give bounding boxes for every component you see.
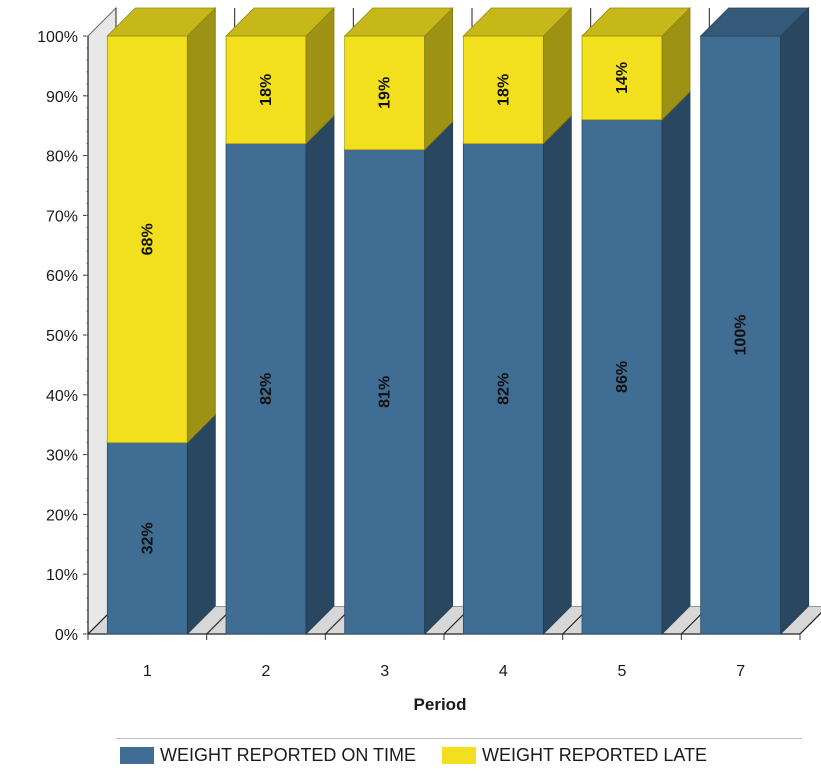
bar-on-time-side — [424, 120, 454, 635]
data-label: 100% — [733, 315, 750, 356]
chart-plot: 0% 10% 20% 30% 40% 50% 60% 70% 80% 90% 100% 32% 68% 1… — [37, 6, 821, 714]
bar-late-front — [225, 35, 307, 145]
y-tick-label: 20% — [46, 507, 78, 524]
chart-legend: WEIGHT REPORTED ON TIME WEIGHT REPORTED … — [116, 738, 802, 772]
legend-swatch-late — [442, 747, 477, 764]
x-tick-label: 4 — [499, 663, 508, 680]
y-tick-label: 100% — [37, 29, 78, 46]
data-label: 81% — [377, 376, 394, 408]
data-label: 14% — [614, 62, 631, 94]
bar-on-time-front — [106, 442, 188, 635]
bar-late-top — [462, 7, 573, 37]
legend-label-on-time: WEIGHT REPORTED ON TIME — [160, 745, 417, 765]
x-tick-label: 3 — [380, 663, 389, 680]
x-tick-label: 2 — [262, 663, 271, 680]
legend-swatch-on-time — [120, 747, 154, 764]
bar-on-time-front — [581, 119, 663, 635]
bar-late-top — [106, 7, 217, 37]
data-label: 82% — [495, 373, 512, 405]
y-tick-label: 50% — [46, 328, 78, 345]
y-tick-label: 90% — [46, 89, 78, 106]
legend-item-late: WEIGHT REPORTED LATE — [442, 745, 707, 766]
bar-late-front — [344, 35, 426, 151]
bar-late-top — [581, 7, 691, 37]
data-label: 82% — [258, 373, 275, 405]
data-label: 86% — [614, 361, 631, 393]
bar-on-time-top — [699, 7, 810, 37]
bar-on-time-side — [542, 114, 572, 635]
data-label: 19% — [377, 77, 394, 109]
bar-on-time-front — [700, 35, 782, 635]
y-tick-label: 0% — [55, 627, 78, 644]
y-tick-label: 30% — [46, 448, 78, 465]
y-tick-label: 80% — [46, 149, 78, 166]
bar-on-time-side — [661, 90, 691, 635]
bar-late-front — [462, 35, 544, 145]
bar-late-top — [343, 7, 454, 37]
y-tick-label: 60% — [46, 268, 78, 285]
legend-label-late: WEIGHT REPORTED LATE — [482, 745, 708, 765]
bar-on-time-front — [344, 149, 426, 635]
bar-late-side — [186, 7, 216, 444]
data-label: 18% — [495, 74, 512, 106]
floor-divider — [799, 612, 821, 635]
bar-late-top — [225, 7, 335, 37]
y-tick-label: 10% — [46, 567, 78, 584]
legend-item-on-time: WEIGHT REPORTED ON TIME — [120, 745, 416, 766]
data-label: 68% — [139, 223, 156, 255]
bar-on-time-side — [780, 7, 810, 635]
x-tick-label: 7 — [736, 663, 745, 680]
x-axis-title: Period — [414, 695, 467, 714]
bar-on-time-side — [186, 413, 216, 635]
bar-late-front — [106, 35, 188, 444]
data-label: 18% — [258, 74, 275, 106]
bar-on-time-side — [305, 114, 335, 635]
y-tick-label: 70% — [46, 208, 78, 225]
x-tick-label: 1 — [143, 663, 152, 680]
x-tick-label: 5 — [618, 663, 627, 680]
y-tick-label: 40% — [46, 388, 78, 405]
data-label: 32% — [139, 522, 156, 554]
